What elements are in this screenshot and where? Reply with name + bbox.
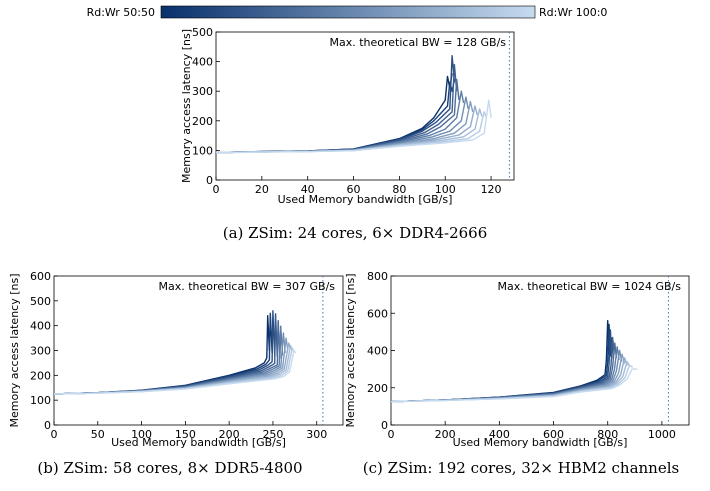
y-tick-label: 200 [30,369,51,382]
x-axis-ticks: 0 50 100 150 200 250 300 [51,421,327,441]
chart-annotation: Max. theoretical BW = 128 GB/s [329,36,506,49]
y-axis-label: Memory access latency [ns] [8,274,21,428]
y-tick-label: 200 [192,115,213,128]
x-tick-label: 200 [219,428,240,441]
plot-frame [215,31,515,181]
series-line [390,368,638,403]
y-tick-label: 400 [192,56,213,69]
x-tick-label: 300 [306,428,327,441]
y-tick-label: 500 [30,295,51,308]
y-tick-label: 400 [367,345,388,358]
series-lines [390,320,638,403]
x-tick-label: 40 [301,183,315,196]
figure-caption: (a) ZSim: 24 cores, 6× DDR4-2666 [223,224,488,242]
chart-panel-a: 0 20 40 60 80 100 120 0 100 200 300 400 500 Max. th… [180,26,515,242]
x-tick-label: 0 [388,428,395,441]
series-line [215,105,478,154]
y-tick-label: 600 [367,307,388,320]
colorbar-left-label: Rd:Wr 50:50 [87,6,155,19]
x-tick-label: 120 [481,183,502,196]
x-tick-label: 50 [91,428,105,441]
y-tick-label: 0 [381,419,388,432]
series-line [53,320,282,395]
x-tick-label: 250 [262,428,283,441]
y-tick-label: 100 [30,394,51,407]
x-tick-label: 80 [392,183,406,196]
x-tick-label: 100 [435,183,456,196]
x-tick-label: 200 [435,428,456,441]
y-axis-label: Memory access latency [ns] [344,274,357,428]
y-tick-label: 600 [30,270,51,283]
series-line [53,337,289,395]
x-tick-label: 400 [489,428,510,441]
plot-frame [53,275,344,426]
x-tick-label: 800 [597,428,618,441]
series-line [390,349,623,403]
chart-annotation: Max. theoretical BW = 1024 GB/s [497,280,681,293]
y-axis-ticks: 0 100 200 300 400 500 600 [30,270,58,432]
series-line [215,99,492,154]
y-axis-ticks: 0 200 400 600 800 [367,270,395,432]
x-tick-label: 600 [543,428,564,441]
x-tick-label: 100 [131,428,152,441]
x-axis-ticks: 0 20 40 60 80 100 120 [213,176,502,196]
figure-caption: (b) ZSim: 58 cores, 8× DDR5-4800 [37,459,302,477]
series-line [390,346,620,403]
colorbar-right-label: Rd:Wr 100:0 [539,6,607,19]
y-tick-label: 800 [367,270,388,283]
x-axis-label: Used Memory bandwidth [GB/s] [111,436,286,449]
series-line [53,349,297,395]
series-line [390,342,618,403]
y-tick-label: 200 [367,382,388,395]
x-axis-label: Used Memory bandwidth [GB/s] [278,193,453,206]
x-tick-label: 60 [347,183,361,196]
colorbar: Rd:Wr 50:50 Rd:Wr 100:0 [87,5,607,19]
chart-panel-b: 0 50 100 150 200 250 300 0 100 200 300 400 500 600 M… [8,270,344,477]
x-tick-label: 0 [51,428,58,441]
y-tick-label: 300 [192,85,213,98]
x-tick-label: 150 [175,428,196,441]
chart-annotation: Max. theoretical BW = 307 GB/s [158,280,335,293]
figure-caption: (c) ZSim: 192 cores, 32× HBM2 channels [363,459,679,477]
x-tick-label: 0 [213,183,220,196]
x-tick-label: 1000 [648,428,676,441]
y-axis-ticks: 0 100 200 300 400 500 [192,26,220,187]
y-tick-label: 300 [30,345,51,358]
chart-panel-c: 0 200 400 600 800 1000 0 200 400 600 800 Max. the… [344,270,690,477]
x-axis-ticks: 0 200 400 600 800 1000 [388,421,676,441]
y-tick-label: 500 [192,26,213,39]
series-line [390,353,626,403]
y-tick-label: 400 [30,320,51,333]
y-axis-label: Memory access latency [ns] [180,29,193,183]
y-tick-label: 100 [192,144,213,157]
x-tick-label: 20 [255,183,269,196]
series-line [53,332,286,395]
series-line [53,327,284,395]
series-line [390,357,628,403]
colorbar-gradient [160,5,536,19]
plot-frame [390,275,690,426]
series-lines [53,310,297,395]
y-tick-label: 0 [206,174,213,187]
y-tick-label: 0 [44,419,51,432]
series-lines [215,55,492,154]
x-axis-label: Used Memory bandwidth [GB/s] [453,436,628,449]
